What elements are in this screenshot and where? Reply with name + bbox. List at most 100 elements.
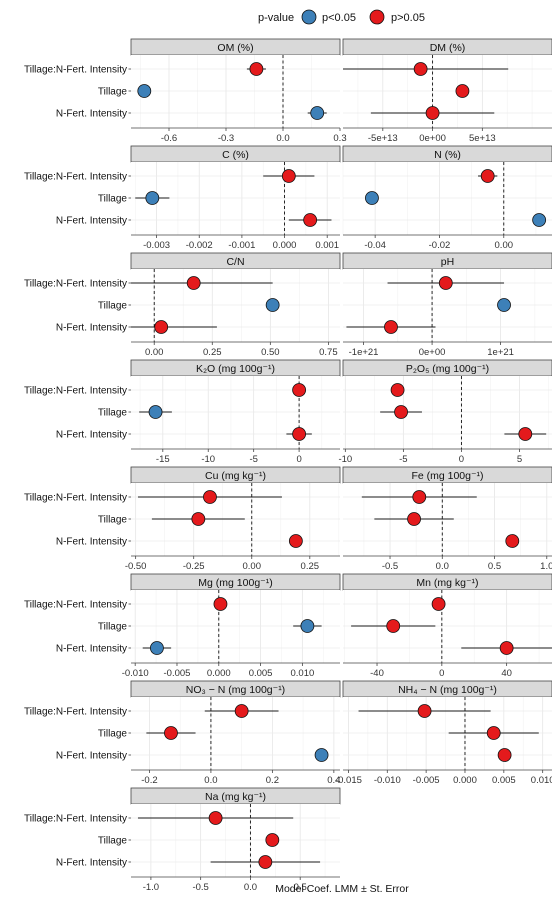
x-tick-label: -40 [370, 668, 384, 679]
x-tick-label: 0.000 [207, 668, 231, 679]
x-tick-label: -1.0 [143, 882, 159, 893]
data-point-significant [149, 406, 162, 419]
data-point-nonsignificant [384, 321, 397, 334]
x-tick-label: 0.010 [290, 668, 314, 679]
data-point-significant [266, 299, 279, 312]
data-point-nonsignificant [214, 598, 227, 611]
data-point-nonsignificant [391, 384, 404, 397]
x-tick-label: -0.010 [122, 668, 149, 679]
facet-strip-label: NO₃ − N (mg 100g⁻¹) [186, 684, 285, 696]
data-point-nonsignificant [414, 63, 427, 76]
row-label: N-Fert. Intensity [56, 323, 127, 334]
row-label: Tillage:N-Fert. Intensity [24, 172, 127, 183]
row-label: N-Fert. Intensity [56, 537, 127, 548]
x-tick-label: -5 [249, 454, 257, 465]
data-point-nonsignificant [289, 535, 302, 548]
x-tick-label: -5 [399, 454, 407, 465]
x-axis-title: Model Coef. LMM ± St. Error [275, 883, 409, 895]
x-tick-label: -0.2 [141, 775, 157, 786]
plot-area [131, 55, 340, 128]
facet-panel: K₂O (mg 100g⁻¹) -15 -10 -5 0 Tillage:N-Fert. … [24, 360, 340, 465]
facet-panel: Mg (mg 100g⁻¹)-0.010 -0.005 0.000 0.005 0.01… [24, 574, 340, 679]
x-tick-label: -0.001 [228, 240, 255, 251]
x-tick-label: -0.02 [429, 240, 451, 251]
facet-strip-label: OM (%) [217, 42, 253, 54]
x-tick-label: 0.000 [273, 240, 297, 251]
data-point-nonsignificant [304, 214, 317, 227]
facet-panel: NO₃ − N (mg 100g⁻¹) -0.2 0.0 0.2 0.4 Tillage:… [24, 681, 340, 786]
x-tick-label: -0.3 [218, 133, 234, 144]
row-label: N-Fert. Intensity [56, 216, 127, 227]
data-point-nonsignificant [293, 428, 306, 441]
data-point-nonsignificant [418, 705, 431, 718]
data-point-significant [138, 85, 151, 98]
data-point-nonsignificant [266, 834, 279, 847]
x-tick-label: 0.00 [495, 240, 514, 251]
data-point-nonsignificant [487, 727, 500, 740]
facet-panel: P₂O₅ (mg 100g⁻¹) -10 -5 0 5 [338, 360, 552, 465]
legend-label-nonsignificant: p>0.05 [391, 12, 425, 24]
data-point-significant [365, 192, 378, 205]
row-label: Tillage:N-Fert. Intensity [24, 493, 127, 504]
x-tick-label: 0.25 [203, 347, 222, 358]
x-tick-label: 0e+00 [419, 133, 446, 144]
data-point-nonsignificant [456, 85, 469, 98]
data-point-significant [498, 299, 511, 312]
row-label: N-Fert. Intensity [56, 109, 127, 120]
x-tick-label: 5 [517, 454, 522, 465]
legend: p-value p<0.05 p>0.05 [258, 10, 425, 24]
plot-area [343, 55, 552, 128]
x-tick-label: 0.0 [436, 561, 449, 572]
x-tick-label: -0.003 [143, 240, 170, 251]
x-tick-label: 0 [296, 454, 301, 465]
data-point-nonsignificant [408, 513, 421, 526]
data-point-nonsignificant [481, 170, 494, 183]
facet-strip-label: NH₄ − N (mg 100g⁻¹) [398, 684, 497, 696]
data-point-nonsignificant [506, 535, 519, 548]
row-label: Tillage [98, 301, 128, 312]
data-point-nonsignificant [519, 428, 532, 441]
row-label: N-Fert. Intensity [56, 430, 127, 441]
x-tick-label: 0.2 [266, 775, 279, 786]
facet-strip-label: pH [441, 256, 454, 268]
data-point-significant [311, 107, 324, 120]
x-tick-label: 0.000 [453, 775, 477, 786]
row-label: Tillage:N-Fert. Intensity [24, 814, 127, 825]
facet-panel: C (%) -0.003 -0.002 -0.001 0.000 0.001 Tillage… [24, 146, 340, 251]
x-tick-label: 0.3 [333, 133, 346, 144]
x-tick-label: 0e+00 [419, 347, 446, 358]
row-label: N-Fert. Intensity [56, 858, 127, 869]
facet-panels: OM (%) -0.6 -0.3 0.0 0.3 Tillage:N-Fert. Inte… [24, 39, 552, 893]
row-label: Tillage [98, 622, 128, 633]
x-tick-label: -1e+21 [349, 347, 379, 358]
data-point-nonsignificant [293, 384, 306, 397]
facet-panel: DM (%) -5e+13 0e+00 5e+13 [343, 39, 552, 144]
x-tick-label: 0.00 [145, 347, 164, 358]
data-point-nonsignificant [387, 620, 400, 633]
facet-panel: Mn (mg kg⁻¹)-40 0 40 [343, 574, 552, 679]
facet-strip-label: C (%) [222, 149, 249, 161]
x-tick-label: -0.015 [335, 775, 362, 786]
data-point-significant [150, 642, 163, 655]
x-tick-label: -0.005 [413, 775, 440, 786]
x-tick-label: -10 [201, 454, 215, 465]
facet-strip-label: DM (%) [430, 42, 466, 54]
facet-panel: Cu (mg kg⁻¹)-0.50 -0.25 0.00 0.25Tillage:N-… [24, 467, 340, 572]
facet-panel: Na (mg kg⁻¹) -1.0 -0.5 0.0 0.5 Tillage:N-Fert… [24, 788, 340, 893]
x-tick-label: 0.010 [531, 775, 552, 786]
data-point-nonsignificant [432, 598, 445, 611]
facet-strip-label: K₂O (mg 100g⁻¹) [196, 363, 275, 375]
row-label: Tillage:N-Fert. Intensity [24, 600, 127, 611]
data-point-nonsignificant [413, 491, 426, 504]
x-tick-label: -0.010 [374, 775, 401, 786]
x-tick-label: 0.0 [244, 882, 257, 893]
row-label: Tillage [98, 836, 128, 847]
row-label: Tillage [98, 515, 128, 526]
facet-panel: Fe (mg 100g⁻¹)-0.5 0.0 0.5 1.0 [343, 467, 552, 572]
data-point-nonsignificant [395, 406, 408, 419]
x-tick-label: -0.25 [183, 561, 205, 572]
legend-swatch-significant [302, 10, 316, 24]
row-label: N-Fert. Intensity [56, 644, 127, 655]
legend-swatch-nonsignificant [370, 10, 384, 24]
